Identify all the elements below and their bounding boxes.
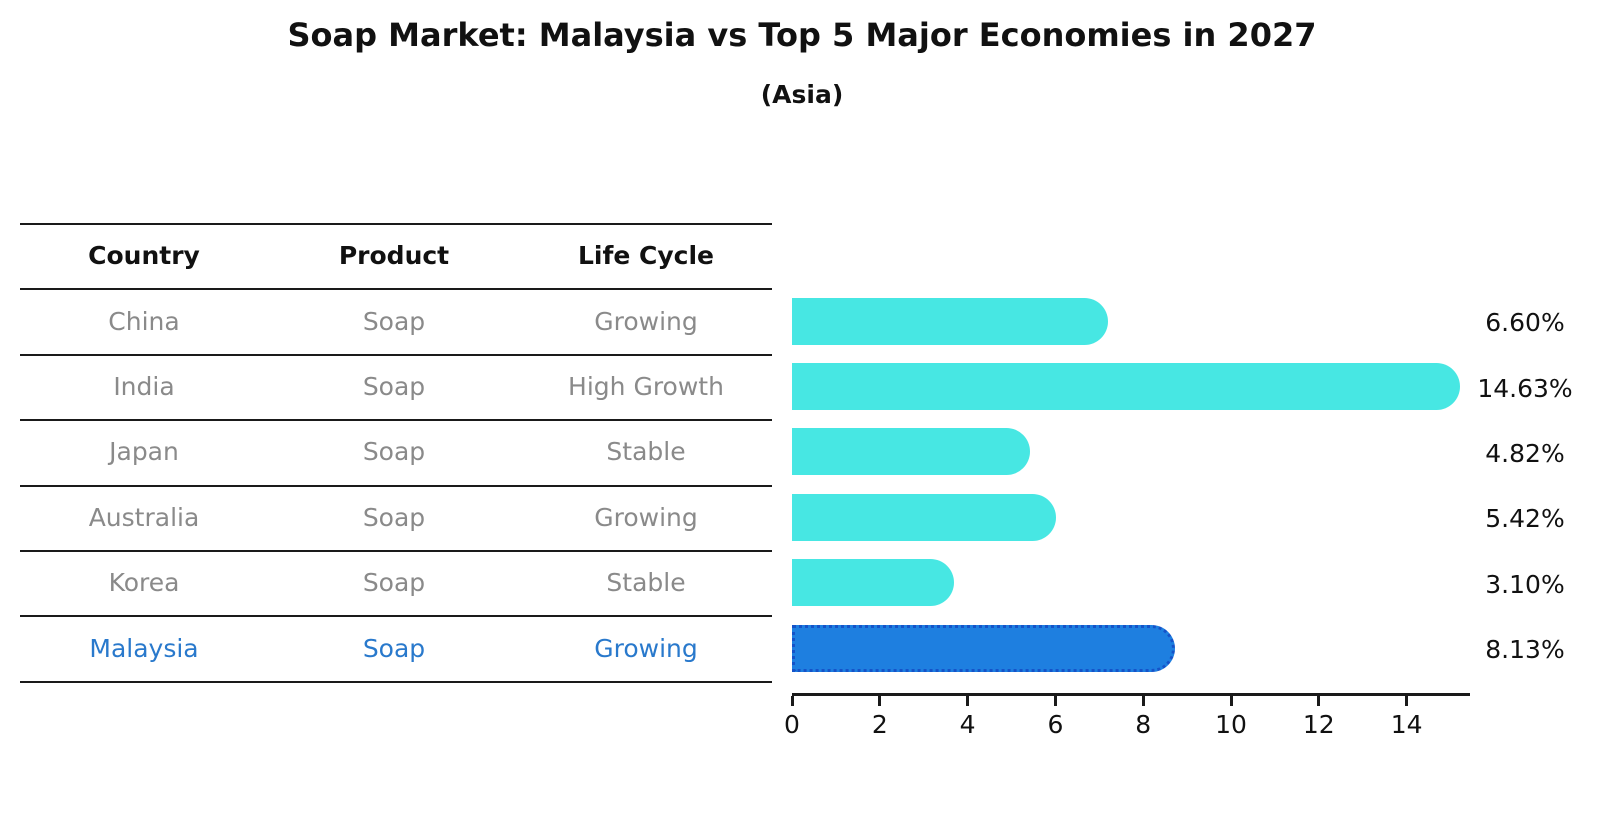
table-divider-line	[20, 550, 772, 552]
country-cell: Malaysia	[89, 633, 199, 663]
value-label: 4.82%	[1485, 438, 1565, 468]
x-axis-tick	[1141, 696, 1145, 706]
x-axis-tick-label: 0	[784, 710, 800, 739]
x-axis-tick	[1405, 696, 1409, 706]
bar-china	[792, 297, 1108, 345]
x-axis-tick-label: 12	[1302, 710, 1335, 739]
product-cell: Soap	[362, 633, 426, 663]
x-axis-tick-label: 6	[1047, 710, 1064, 739]
product-cell: Soap	[362, 568, 426, 598]
header-cell-country: Country	[88, 241, 200, 270]
value-label: 14.63%	[1477, 373, 1573, 403]
lifecycle-cell: Growing	[594, 633, 698, 663]
table-divider-line	[20, 223, 772, 225]
country-cell: Japan	[109, 437, 179, 467]
header-cell-product: Product	[338, 241, 450, 270]
x-axis-tick	[1053, 696, 1057, 706]
bar-japan	[792, 428, 1030, 476]
country-cell: China	[108, 306, 180, 336]
bar-korea	[792, 559, 955, 607]
x-axis-tick-label: 8	[1135, 710, 1152, 739]
x-axis-tick-label: 10	[1215, 710, 1247, 739]
country-cell: Korea	[108, 568, 180, 598]
table-row: Australia Soap Growing	[20, 485, 772, 550]
table-header-row: Country Product Life Cycle	[20, 223, 772, 288]
x-axis-tick	[1317, 696, 1321, 706]
x-axis-tick-label: 2	[871, 710, 888, 739]
x-axis-tick-label: 14	[1390, 710, 1423, 739]
x-axis-tick	[790, 696, 794, 706]
country-cell: India	[113, 371, 175, 401]
x-axis-line	[792, 693, 1470, 696]
bar-india	[792, 363, 1461, 410]
header-cell-lifecycle: Life Cycle	[577, 241, 715, 270]
product-cell: Soap	[362, 306, 426, 336]
chart-title: Soap Market: Malaysia vs Top 5 Major Eco…	[287, 16, 1317, 54]
table-row: Malaysia Soap Growing	[20, 615, 772, 680]
table-divider-line	[20, 419, 772, 422]
table-divider-line	[20, 288, 772, 291]
table-divider-line	[20, 353, 772, 356]
lifecycle-cell: Stable	[606, 437, 686, 467]
table-row: India Soap High Growth	[20, 354, 772, 419]
table-divider-line	[20, 615, 772, 618]
x-axis-tick	[1229, 696, 1233, 706]
country-cell: Australia	[88, 502, 200, 532]
lifecycle-cell: High Growth	[568, 371, 724, 401]
table-divider-line	[20, 484, 772, 487]
bar-australia	[792, 493, 1056, 541]
table-row: Korea Soap Stable	[20, 550, 772, 615]
lifecycle-cell: Growing	[594, 306, 698, 336]
product-cell: Soap	[362, 437, 426, 467]
x-axis-tick	[966, 696, 970, 706]
value-label: 3.10%	[1485, 569, 1565, 599]
value-label: 5.42%	[1485, 504, 1565, 534]
product-cell: Soap	[362, 502, 426, 532]
value-label: 8.13%	[1485, 635, 1565, 665]
value-label: 6.60%	[1485, 308, 1565, 338]
product-cell: Soap	[362, 371, 426, 401]
lifecycle-cell: Growing	[594, 502, 698, 532]
table-divider-line	[20, 680, 772, 683]
x-axis-tick-label: 4	[959, 710, 976, 739]
table-row: Japan Soap Stable	[20, 419, 772, 484]
bar-highlight-malaysia	[792, 624, 1175, 672]
lifecycle-cell: Stable	[606, 568, 686, 598]
table-row: China Soap Growing	[20, 288, 772, 353]
x-axis-tick	[878, 696, 882, 706]
chart-subtitle: (Asia)	[760, 80, 844, 109]
